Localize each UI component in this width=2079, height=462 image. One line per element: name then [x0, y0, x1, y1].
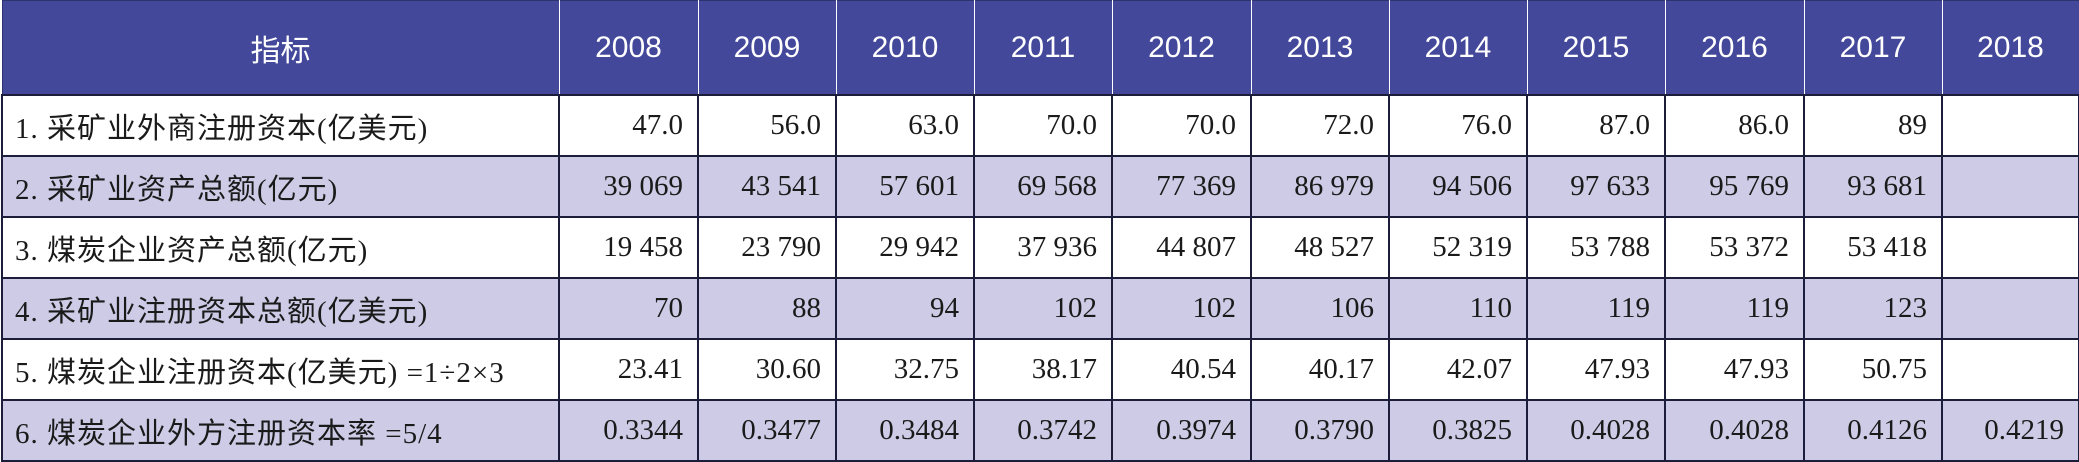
- table-cell: 0.3484: [835, 399, 975, 462]
- table-cell: 0.4126: [1803, 399, 1943, 462]
- header-cell-2014: 2014: [1388, 0, 1528, 96]
- row-label: 5. 煤炭企业注册资本(亿美元) =1÷2×3: [1, 338, 560, 401]
- table-cell: 42.07: [1388, 338, 1528, 401]
- table-cell: 53 418: [1803, 216, 1943, 279]
- table-cell: 39 069: [558, 155, 699, 218]
- table-cell: 119: [1664, 277, 1805, 340]
- table-cell: [1941, 338, 2079, 401]
- table-cell: 40.17: [1250, 338, 1390, 401]
- table-cell: 0.4028: [1664, 399, 1805, 462]
- table-cell: 69 568: [973, 155, 1113, 218]
- table-cell: 37 936: [973, 216, 1113, 279]
- table-cell: 88: [697, 277, 837, 340]
- table-cell: 43 541: [697, 155, 837, 218]
- table-cell: 86.0: [1664, 94, 1805, 157]
- row-label: 6. 煤炭企业外方注册资本率 =5/4: [1, 399, 560, 462]
- table-cell: 0.3477: [697, 399, 837, 462]
- table-row: 5. 煤炭企业注册资本(亿美元) =1÷2×3 23.41 30.60 32.7…: [1, 338, 2079, 401]
- header-cell-2017: 2017: [1803, 0, 1943, 96]
- header-cell-2012: 2012: [1111, 0, 1252, 96]
- table-cell: 72.0: [1250, 94, 1390, 157]
- table-cell: 23 790: [697, 216, 837, 279]
- header-row: 指标 2008 2009 2010 2011 2012 2013 2014 20…: [1, 0, 2079, 96]
- table-cell: 47.0: [558, 94, 699, 157]
- table-cell: 77 369: [1111, 155, 1252, 218]
- table-cell: 40.54: [1111, 338, 1252, 401]
- header-cell-2008: 2008: [558, 0, 699, 96]
- header-cell-indicator: 指标: [1, 0, 560, 96]
- table-row: 6. 煤炭企业外方注册资本率 =5/4 0.3344 0.3477 0.3484…: [1, 399, 2079, 462]
- row-label: 3. 煤炭企业资产总额(亿元): [1, 216, 560, 279]
- header-cell-2013: 2013: [1250, 0, 1390, 96]
- table-cell: 32.75: [835, 338, 975, 401]
- table-cell: 123: [1803, 277, 1943, 340]
- table-cell: 29 942: [835, 216, 975, 279]
- table-row: 2. 采矿业资产总额(亿元) 39 069 43 541 57 601 69 5…: [1, 155, 2079, 218]
- table-cell: 38.17: [973, 338, 1113, 401]
- row-label: 1. 采矿业外商注册资本(亿美元): [1, 94, 560, 157]
- table-cell: 50.75: [1803, 338, 1943, 401]
- table-cell: 94 506: [1388, 155, 1528, 218]
- table-cell: 93 681: [1803, 155, 1943, 218]
- table-cell: 23.41: [558, 338, 699, 401]
- table-cell: 52 319: [1388, 216, 1528, 279]
- table-cell: 0.4028: [1526, 399, 1666, 462]
- table-cell: 70: [558, 277, 699, 340]
- table-cell: 106: [1250, 277, 1390, 340]
- table-cell: 94: [835, 277, 975, 340]
- table-cell: [1941, 216, 2079, 279]
- table-cell: 97 633: [1526, 155, 1666, 218]
- table-row: 3. 煤炭企业资产总额(亿元) 19 458 23 790 29 942 37 …: [1, 216, 2079, 279]
- table-cell: 0.3742: [973, 399, 1113, 462]
- header-cell-2011: 2011: [973, 0, 1113, 96]
- table-cell: 70.0: [1111, 94, 1252, 157]
- table-cell: 63.0: [835, 94, 975, 157]
- table-row: 1. 采矿业外商注册资本(亿美元) 47.0 56.0 63.0 70.0 70…: [1, 94, 2079, 157]
- row-label: 4. 采矿业注册资本总额(亿美元): [1, 277, 560, 340]
- table-cell: 53 788: [1526, 216, 1666, 279]
- table-cell: 86 979: [1250, 155, 1390, 218]
- table-cell: [1941, 155, 2079, 218]
- table-cell: 44 807: [1111, 216, 1252, 279]
- row-label: 2. 采矿业资产总额(亿元): [1, 155, 560, 218]
- table-cell: 119: [1526, 277, 1666, 340]
- table-cell: 47.93: [1664, 338, 1805, 401]
- table-cell: 89: [1803, 94, 1943, 157]
- table-cell: 56.0: [697, 94, 837, 157]
- header-cell-2018: 2018: [1941, 0, 2079, 96]
- table-cell: 19 458: [558, 216, 699, 279]
- header-cell-2010: 2010: [835, 0, 975, 96]
- header-cell-2016: 2016: [1664, 0, 1805, 96]
- table-cell: 95 769: [1664, 155, 1805, 218]
- table-cell: 0.3344: [558, 399, 699, 462]
- table-cell: 30.60: [697, 338, 837, 401]
- table-cell: 0.4219: [1941, 399, 2079, 462]
- table-cell: 102: [1111, 277, 1252, 340]
- table-cell: 48 527: [1250, 216, 1390, 279]
- table-cell: 47.93: [1526, 338, 1666, 401]
- table-cell: 57 601: [835, 155, 975, 218]
- table-cell: 70.0: [973, 94, 1113, 157]
- table-cell: [1941, 277, 2079, 340]
- table-cell: 76.0: [1388, 94, 1528, 157]
- table-cell: 0.3825: [1388, 399, 1528, 462]
- table-cell: 102: [973, 277, 1113, 340]
- table-row: 4. 采矿业注册资本总额(亿美元) 70 88 94 102 102 106 1…: [1, 277, 2079, 340]
- header-cell-2015: 2015: [1526, 0, 1666, 96]
- table-cell: 0.3790: [1250, 399, 1390, 462]
- table-cell: 87.0: [1526, 94, 1666, 157]
- table-cell: 110: [1388, 277, 1528, 340]
- table-cell: 0.3974: [1111, 399, 1252, 462]
- table-cell: 53 372: [1664, 216, 1805, 279]
- header-cell-2009: 2009: [697, 0, 837, 96]
- table-cell: [1941, 94, 2079, 157]
